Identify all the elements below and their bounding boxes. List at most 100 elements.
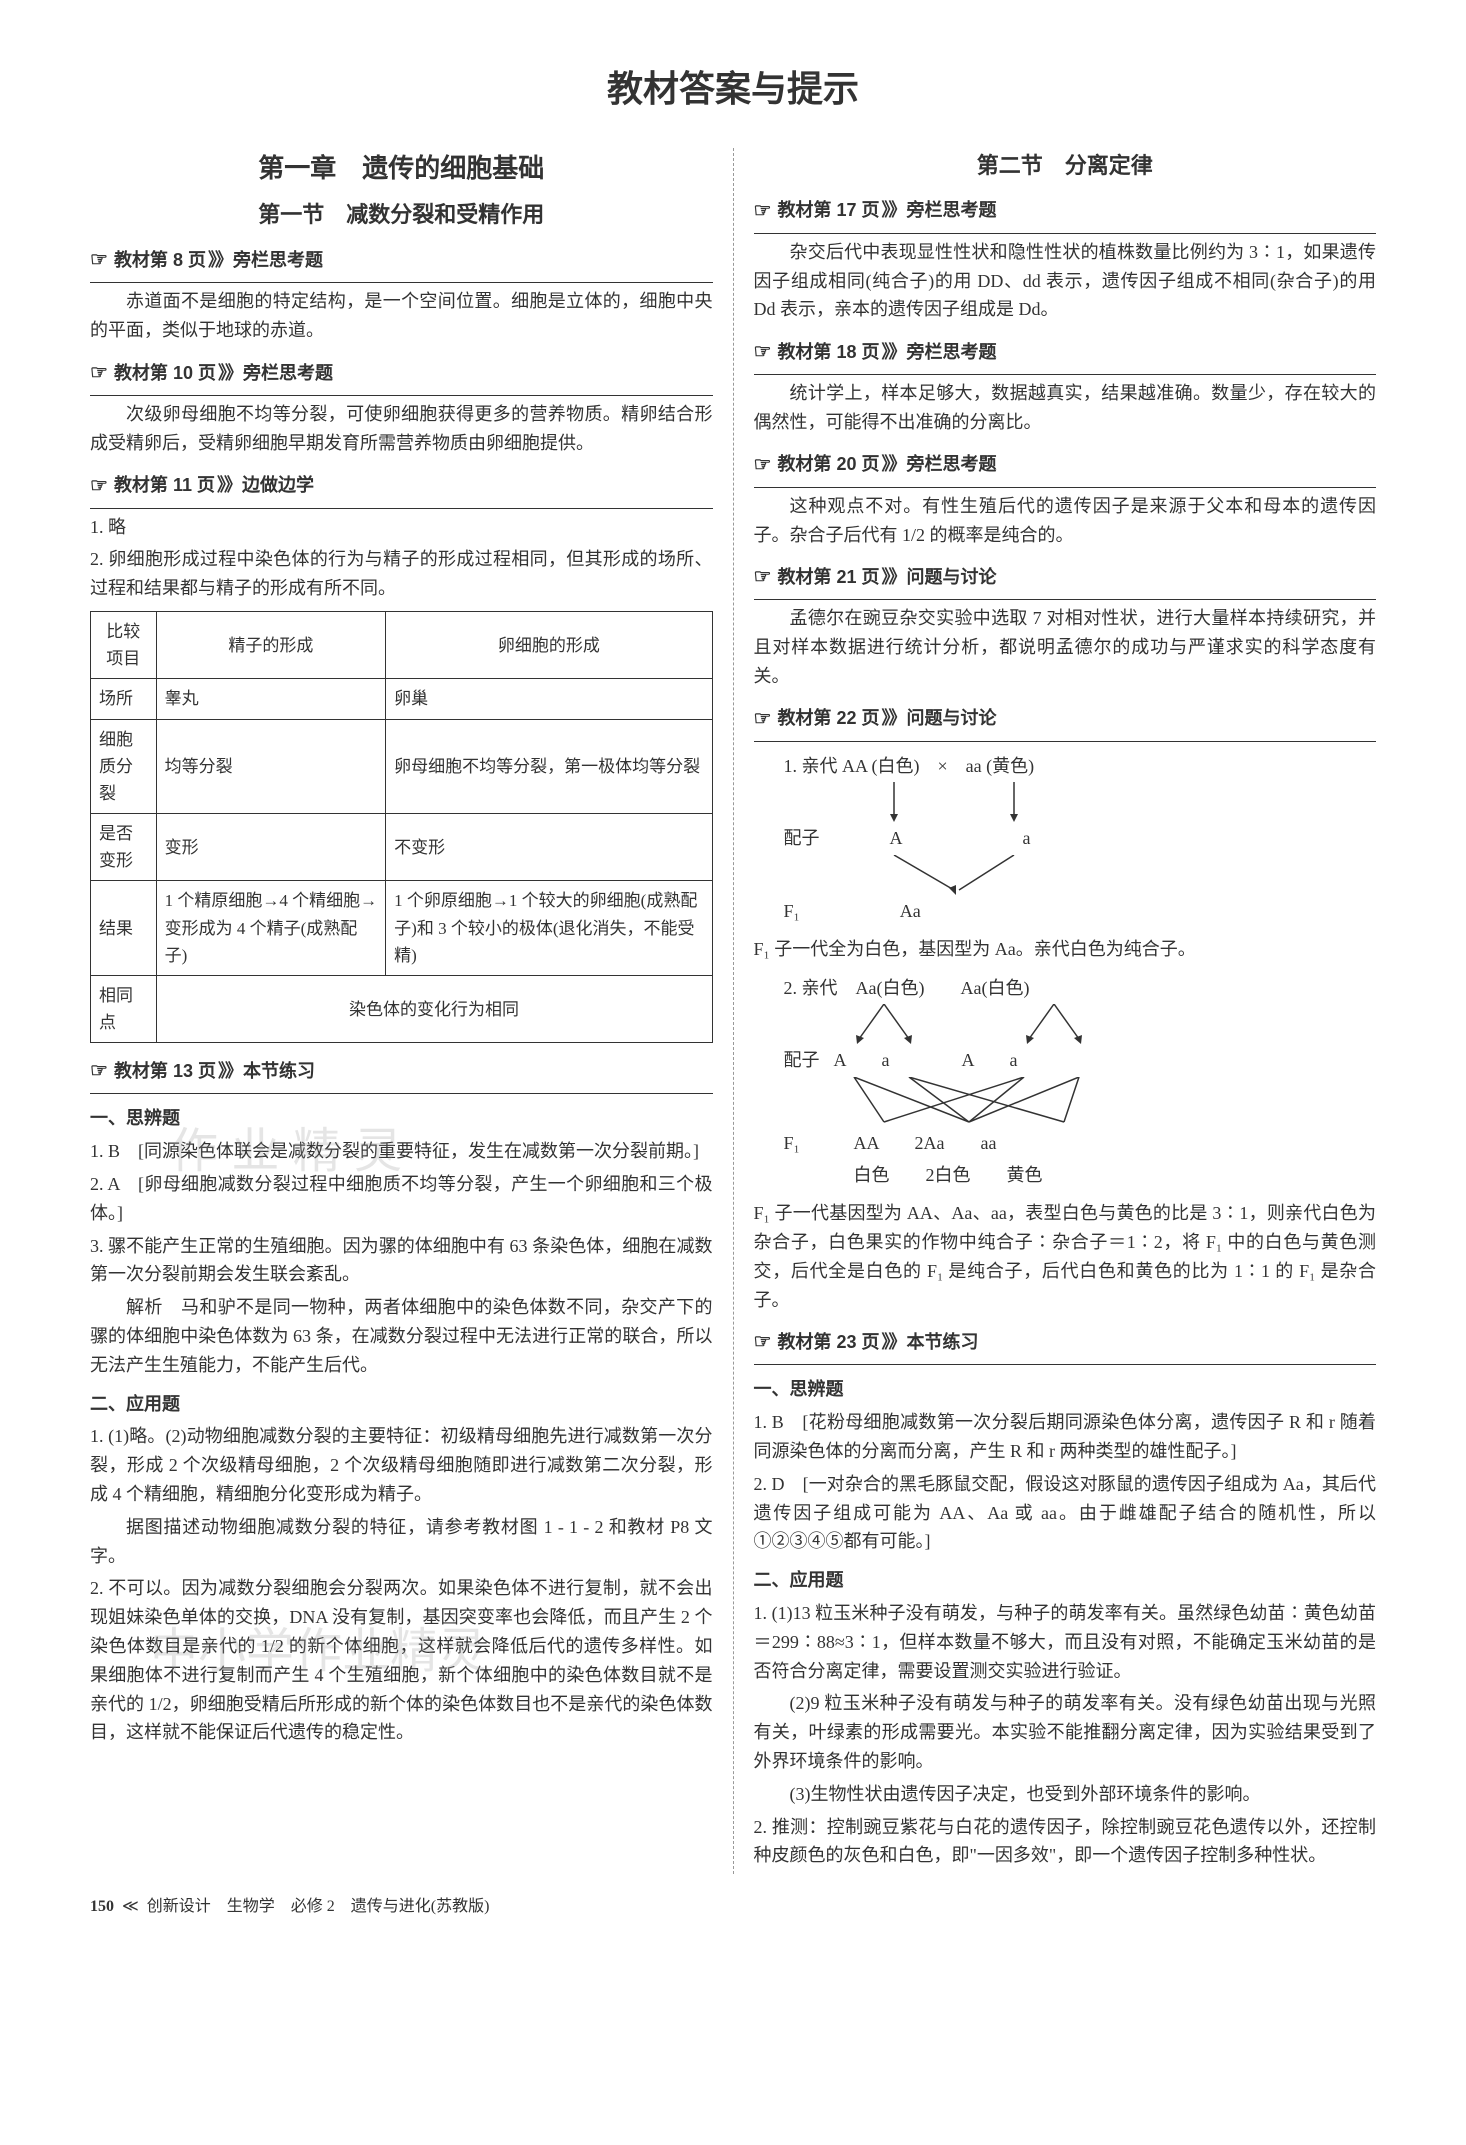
- arrows-icon: 》》: [218, 359, 241, 388]
- diagram-label: 配子: [784, 1044, 834, 1076]
- page-ref-label: 教材第 17 页: [777, 196, 879, 225]
- page-ref-type: 旁栏思考题: [243, 359, 333, 388]
- answer-text: (2)9 粒玉米种子没有萌发与种子的萌发率有关。没有绿色幼苗出现与光照有关，叶绿…: [754, 1689, 1377, 1775]
- diagram-label: a: [1023, 822, 1031, 854]
- arrows-icon: 》》: [881, 450, 904, 479]
- underline: [754, 1364, 1377, 1365]
- page-ref-type: 旁栏思考题: [906, 196, 996, 225]
- answer-text: 这种观点不对。有性生殖后代的遗传因子是来源于父本和母本的遗传因子。杂合子后代有 …: [754, 492, 1377, 550]
- comparison-table: 比较项目 精子的形成 卵细胞的形成 场所 睾丸 卵巢 细胞质分裂 均等分裂 卵母…: [90, 611, 713, 1043]
- arrow-diagram-icon: [784, 1077, 1184, 1127]
- arrows-icon: 》》: [881, 196, 904, 225]
- page-ref-22: ☞ 教材第 22 页 》》 问题与讨论: [754, 703, 1377, 735]
- page-ref-18: ☞ 教材第 18 页 》》 旁栏思考题: [754, 336, 1377, 368]
- table-cell: 不变形: [386, 814, 712, 881]
- diagram-label: Aa: [900, 895, 921, 927]
- arrow-diagram-icon: [784, 1004, 1184, 1044]
- table-cell: 结果: [91, 881, 157, 976]
- column-divider: [733, 148, 734, 1875]
- page-ref-label: 教材第 23 页: [777, 1328, 879, 1357]
- page-ref-label: 教材第 11 页: [114, 471, 215, 500]
- page-ref-23: ☞ 教材第 23 页 》》 本节练习: [754, 1326, 1377, 1358]
- answer-text: 统计学上，样本足够大，数据越真实，结果越准确。数量少，存在较大的偶然性，可能得不…: [754, 379, 1377, 437]
- table-cell: 相同点: [91, 976, 157, 1043]
- underline: [754, 487, 1377, 488]
- table-header: 精子的形成: [156, 611, 386, 678]
- hand-icon: ☞: [754, 1326, 772, 1358]
- table-cell: 1 个精原细胞→4 个精细胞→变形成为 4 个精子(成熟配子): [156, 881, 386, 976]
- page-ref-type: 边做边学: [242, 471, 314, 500]
- diagram-label: F₁: [784, 1127, 854, 1159]
- page-ref-type: 旁栏思考题: [906, 450, 996, 479]
- page-ref-label: 教材第 22 页: [777, 704, 879, 733]
- page-ref-label: 教材第 18 页: [777, 338, 879, 367]
- main-title: 教材答案与提示: [90, 60, 1376, 118]
- footer-text: 创新设计 生物学 必修 2 遗传与进化(苏教版): [147, 1894, 490, 1920]
- answer-text: 3. 骡不能产生正常的生殖细胞。因为骡的体细胞中有 63 条染色体，细胞在减数第…: [90, 1232, 713, 1290]
- answer-text: 2. A [卵母细胞减数分裂过程中细胞质不均等分裂，产生一个卵细胞和三个极体。]: [90, 1170, 713, 1228]
- answer-text: F₁ 子一代全为白色，基因型为 Aa。亲代白色为纯合子。: [754, 935, 1377, 964]
- diagram-row: 2. 亲代 Aa(白色) Aa(白色): [784, 972, 1377, 1004]
- arrows-icon: 》》: [208, 246, 231, 275]
- hand-icon: ☞: [754, 195, 772, 227]
- answer-text: 赤道面不是细胞的特定结构，是一个空间位置。细胞是立体的，细胞中央的平面，类似于地…: [90, 287, 713, 345]
- answer-text: F₁ 子一代基因型为 AA、Aa、aa，表型白色与黄色的比是 3∶1，则亲代白色…: [754, 1199, 1377, 1314]
- page-ref-17: ☞ 教材第 17 页 》》 旁栏思考题: [754, 195, 1377, 227]
- page-ref-label: 教材第 21 页: [777, 563, 879, 592]
- hand-icon: ☞: [754, 449, 772, 481]
- page-ref-type: 问题与讨论: [906, 704, 996, 733]
- diagram-row: 1. 亲代 AA (白色) × aa (黄色): [784, 750, 1377, 782]
- table-cell: 细胞质分裂: [91, 719, 157, 814]
- answer-text: 次级卵母细胞不均等分裂，可使卵细胞获得更多的营养物质。精卵结合形成受精卵后，受精…: [90, 400, 713, 458]
- answer-text: 2. 卵细胞形成过程中染色体的行为与精子的形成过程相同，但其形成的场所、过程和结…: [90, 545, 713, 603]
- answer-text: 2. 推测：控制豌豆紫花与白花的遗传因子，除控制豌豆花色遗传以外，还控制种皮颜色…: [754, 1813, 1377, 1871]
- table-cell: 场所: [91, 679, 157, 719]
- page-ref-type: 问题与讨论: [906, 563, 996, 592]
- arrows-icon: 》》: [881, 1328, 904, 1357]
- diagram-label: A: [890, 822, 903, 854]
- page-ref-20: ☞ 教材第 20 页 》》 旁栏思考题: [754, 449, 1377, 481]
- page-ref-21: ☞ 教材第 21 页 》》 问题与讨论: [754, 561, 1377, 593]
- page-ref-11: ☞ 教材第 11 页 》》 边做边学: [90, 470, 713, 502]
- sub-heading: 二、应用题: [90, 1390, 713, 1419]
- table-cell: 染色体的变化行为相同: [156, 976, 712, 1043]
- left-column: 第一章 遗传的细胞基础 第一节 减数分裂和受精作用 ☞ 教材第 8 页 》》 旁…: [90, 148, 713, 1875]
- answer-text: 孟德尔在豌豆杂交实验中选取 7 对相对性状，进行大量样本持续研究，并且对样本数据…: [754, 604, 1377, 690]
- table-cell: 是否变形: [91, 814, 157, 881]
- sub-heading: 一、思辨题: [90, 1104, 713, 1133]
- answer-text: 1. 略: [90, 513, 713, 542]
- page-number: 150: [90, 1894, 114, 1920]
- hand-icon: ☞: [754, 703, 772, 735]
- underline: [754, 741, 1377, 742]
- answer-text: 2. D [一对杂合的黑毛豚鼠交配，假设这对豚鼠的遗传因子组成为 Aa，其后代遗…: [754, 1470, 1377, 1556]
- page-ref-type: 旁栏思考题: [233, 246, 323, 275]
- table-cell: 均等分裂: [156, 719, 386, 814]
- hand-icon: ☞: [754, 561, 772, 593]
- table-header: 比较项目: [91, 611, 157, 678]
- diagram-label: [784, 1159, 854, 1191]
- arrows-icon: 》》: [881, 704, 904, 733]
- page-ref-type: 旁栏思考题: [906, 338, 996, 367]
- page-ref-8: ☞ 教材第 8 页 》》 旁栏思考题: [90, 244, 713, 276]
- footer-separator-icon: ≪: [122, 1894, 139, 1920]
- underline: [754, 374, 1377, 375]
- table-cell: 变形: [156, 814, 386, 881]
- diagram-label: AA 2Aa aa: [854, 1127, 997, 1159]
- answer-text: 据图描述动物细胞减数分裂的特征，请参考教材图 1 - 1 - 2 和教材 P8 …: [90, 1513, 713, 1571]
- hand-icon: ☞: [90, 244, 108, 276]
- table-header: 卵细胞的形成: [386, 611, 712, 678]
- diagram-label: 配子: [784, 822, 820, 854]
- hand-icon: ☞: [90, 470, 108, 502]
- underline: [754, 233, 1377, 234]
- answer-text: 1. B [同源染色体联会是减数分裂的重要特征，发生在减数第一次分裂前期。]: [90, 1137, 713, 1166]
- two-column-layout: 第一章 遗传的细胞基础 第一节 减数分裂和受精作用 ☞ 教材第 8 页 》》 旁…: [90, 148, 1376, 1875]
- page-ref-label: 教材第 13 页: [114, 1057, 216, 1086]
- hand-icon: ☞: [754, 336, 772, 368]
- arrows-icon: 》》: [217, 471, 240, 500]
- page-ref-label: 教材第 10 页: [114, 359, 216, 388]
- right-column: 第二节 分离定律 ☞ 教材第 17 页 》》 旁栏思考题 杂交后代中表现显性性状…: [754, 148, 1377, 1875]
- arrows-icon: 》》: [218, 1057, 241, 1086]
- underline: [90, 508, 713, 509]
- answer-text: 解析 马和驴不是同一物种，两者体细胞中的染色体数不同，杂交产下的骡的体细胞中染色…: [90, 1293, 713, 1379]
- chapter-title: 第一章 遗传的细胞基础: [90, 148, 713, 190]
